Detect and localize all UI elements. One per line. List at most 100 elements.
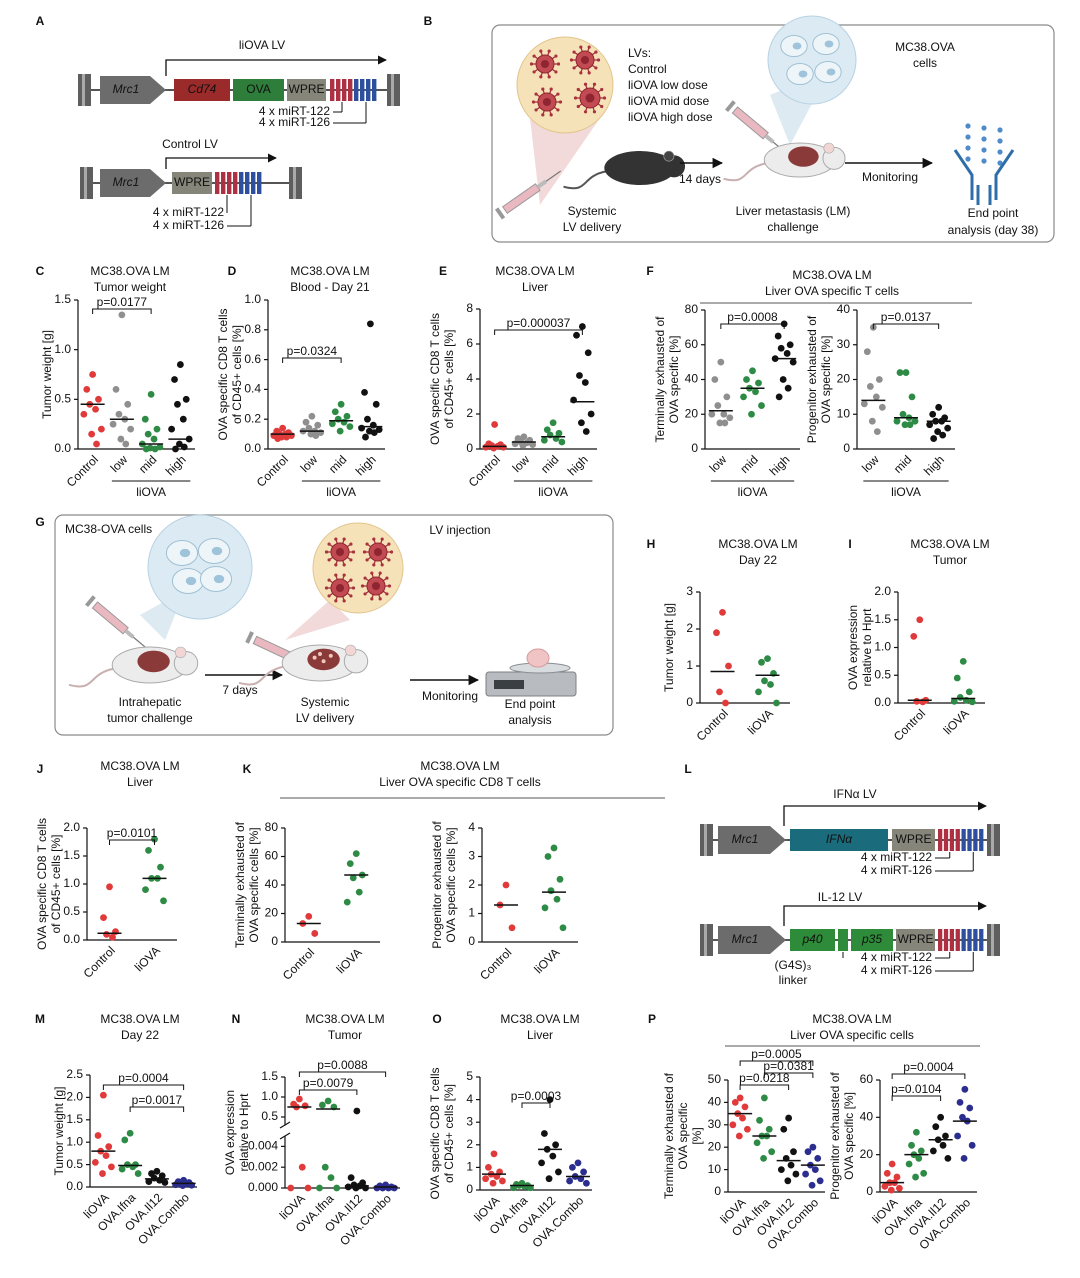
p-value: p=0.0017 [132, 1093, 183, 1107]
syringe-part [124, 629, 135, 639]
panel-letter: D [228, 264, 237, 278]
ltr-band [704, 824, 707, 856]
diagram-text: End point [505, 697, 556, 711]
dot [808, 1181, 816, 1189]
dot [373, 1184, 381, 1192]
dot [274, 435, 282, 442]
dot [176, 440, 183, 448]
p-value: p=0.0104 [891, 1082, 942, 1096]
y-tick-label: 1 [468, 906, 475, 920]
element [896, 929, 935, 951]
dot [722, 699, 729, 707]
dot [83, 386, 91, 393]
mirt-site [354, 79, 359, 101]
syringe-part [495, 207, 506, 220]
virus-spike-tip [334, 599, 338, 603]
y-axis-label: [%] [690, 1127, 704, 1144]
chart-title: MC38.OVA LM [305, 1012, 384, 1026]
p-value: p=0.0101 [107, 826, 158, 840]
y-axis-label: OVA specific cells [%] [444, 827, 458, 942]
mirt-site [938, 829, 943, 851]
y-tick-label: 0.5 [63, 904, 80, 918]
dot [502, 881, 510, 889]
tumor-spot [318, 652, 322, 656]
syringe [495, 170, 562, 220]
y-tick-label: 0 [843, 441, 850, 455]
dot [578, 419, 585, 427]
mouse-ear [663, 150, 675, 162]
diagram-text: Intrahepatic [119, 695, 182, 709]
mirt-label: 4 x miRT-122 [259, 104, 330, 118]
mirt-site [233, 172, 238, 194]
dot [929, 1147, 937, 1155]
element [233, 79, 284, 101]
dot [333, 1184, 341, 1192]
y-tick-label: 0 [466, 1182, 473, 1196]
chart-title: MC38.OVA LM [792, 268, 871, 282]
panel-box [491, 24, 1055, 243]
mouse-ear [174, 646, 187, 659]
dot [100, 914, 107, 921]
mirt-site [955, 929, 960, 951]
dot [547, 887, 555, 895]
dot [944, 424, 952, 432]
virus-spike-tip [389, 550, 394, 554]
tumor-spot [328, 653, 333, 658]
dot [764, 655, 771, 662]
dot [911, 417, 919, 425]
group-label: liOVA [136, 485, 166, 499]
diagram-text: liOVA LV [239, 38, 285, 52]
dot [108, 1163, 115, 1171]
dot [802, 1170, 809, 1178]
virus-spike-tip [534, 108, 538, 112]
dot [161, 1179, 169, 1186]
mirt-site [955, 829, 960, 851]
x-tick-label: liOVA [745, 706, 776, 737]
dot [88, 430, 96, 438]
significance-bracket [891, 1095, 942, 1101]
dot [896, 1184, 903, 1192]
chart-title: Tumor [328, 1028, 362, 1042]
dot [717, 358, 725, 366]
panel-letter: A [36, 14, 45, 28]
y-tick-label: 0.002 [248, 1159, 278, 1173]
dot [312, 432, 320, 439]
diagram-text: LV delivery [563, 220, 621, 234]
virus-spike-tip [532, 54, 536, 58]
dot [896, 369, 904, 376]
dot [324, 1097, 332, 1105]
diagram-text: Monitoring [422, 689, 478, 703]
transcript-arrow [783, 801, 987, 826]
virus-spike-tip [327, 558, 331, 562]
y-tick-label: 0 [686, 695, 693, 709]
scale-display [494, 680, 524, 689]
dot [552, 1141, 559, 1149]
mirt-site [973, 929, 978, 951]
dot [899, 410, 907, 418]
y-tick-label: 20 [837, 372, 851, 386]
dot [558, 438, 566, 446]
dot [736, 1094, 744, 1102]
dot [860, 400, 868, 408]
y-tick-label: 20 [860, 1147, 874, 1161]
dot [151, 835, 158, 843]
mirt-site [961, 929, 966, 951]
virus-spike-tip [541, 113, 545, 117]
dot [950, 697, 958, 705]
virus-spike-tip [378, 571, 382, 575]
mouse-tail [723, 162, 767, 182]
x-tick-label: Control [81, 943, 118, 980]
beam [530, 118, 600, 205]
dot [362, 433, 369, 441]
lv-bubble [312, 522, 404, 614]
dot [887, 1186, 895, 1194]
dot [340, 418, 348, 426]
y-tick-label: 80 [685, 302, 699, 316]
dot [553, 895, 561, 903]
virus-spike-tip [579, 45, 583, 49]
chart-title: MC38.OVA LM [718, 537, 797, 551]
dot [930, 435, 938, 442]
dot [740, 393, 747, 401]
y-tick-label: 2.0 [66, 1090, 83, 1104]
diagram-text: liOVA mid dose [628, 94, 709, 108]
